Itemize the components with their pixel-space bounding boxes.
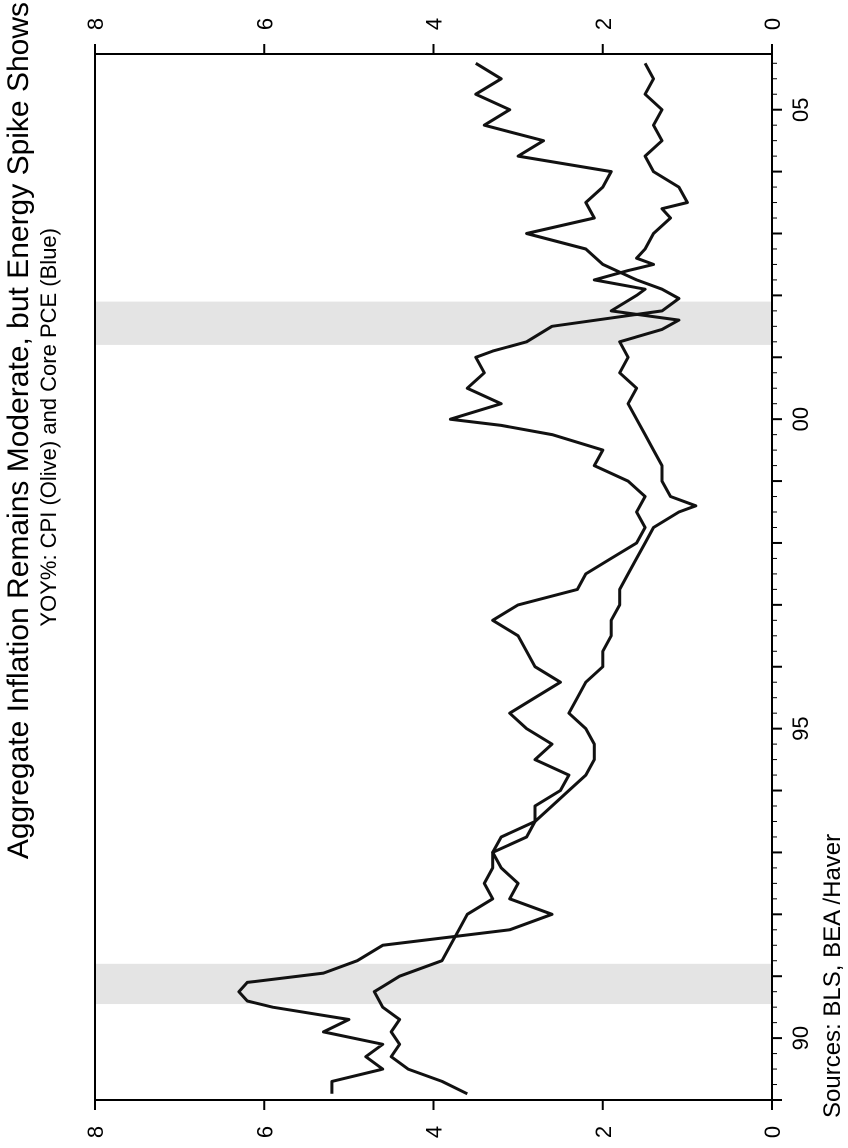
plot-area-frame [94, 53, 773, 1101]
series-line-core-pce [372, 62, 698, 1096]
x-tick-label: 95 [788, 716, 813, 740]
y-tick-label-left: 6 [252, 1126, 277, 1138]
source-note: Sources: BLS, BEA /Haver [819, 834, 846, 1118]
y-tick-label-right: 6 [252, 18, 277, 30]
chart-title: Aggregate Inflation Remains Moderate, bu… [2, 2, 35, 859]
series-layer [237, 62, 698, 1096]
y-tick-label-right: 4 [422, 18, 447, 30]
y-tick-label-left: 8 [83, 1126, 108, 1138]
series-line-cpi [237, 62, 681, 1094]
x-tick-label: 05 [788, 97, 813, 121]
y-tick-label-right: 0 [760, 18, 785, 30]
y-tick-label-left: 4 [422, 1126, 447, 1138]
recession-band-0 [95, 963, 772, 1005]
x-tick-label: 90 [788, 1026, 813, 1050]
chart-subtitle: YOY%: CPI (Olive) and Core PCE (Blue) [36, 228, 61, 627]
y-tick-label-right: 2 [591, 18, 616, 30]
y-tick-label-left: 0 [760, 1126, 785, 1138]
recession-shading-layer [95, 301, 772, 1005]
recession-band-1 [95, 301, 772, 345]
y-tick-label-right: 8 [83, 18, 108, 30]
y-tick-label-left: 2 [591, 1126, 616, 1138]
x-tick-label: 00 [788, 407, 813, 431]
